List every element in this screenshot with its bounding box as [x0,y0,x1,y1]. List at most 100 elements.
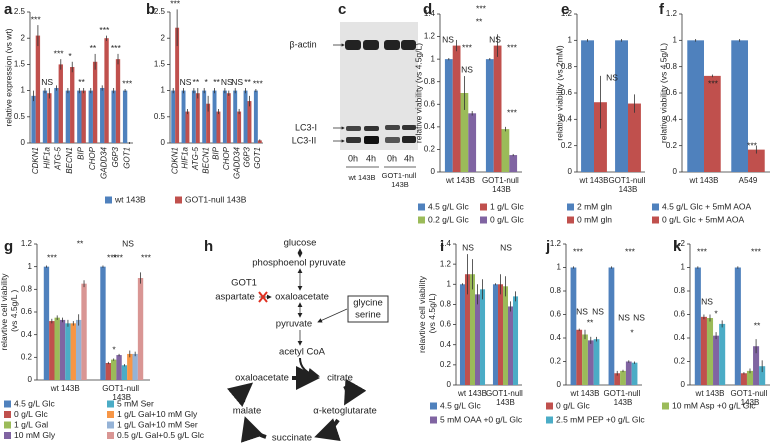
significance-label: *** [462,42,473,52]
y-tick-label: 1 [681,263,686,272]
significance-label: ** [193,77,200,87]
bar [759,366,766,385]
panel-label: h [204,238,213,255]
group-label: wt 143B [347,173,375,182]
bar [49,321,55,380]
significance-label: NS [701,296,713,306]
bar [237,111,242,143]
y-tick-label: 0.4 [550,333,562,342]
blot-label: LC3-II [292,135,317,145]
bar [243,90,248,143]
significance-label: * [714,308,718,318]
x-tick-label: CDKN1 [31,147,40,174]
panel-label: d [423,1,432,18]
significance-label: * [205,77,209,87]
legend-label: 4.5 g/L Glc [14,398,56,408]
pathway-node: acetyl CoA [279,347,326,358]
pathway-arrows [226,248,389,443]
y-tick-label: 0.2 [561,141,573,150]
y-tick-label: 0.5 [14,112,26,121]
significance-label: NS [606,72,618,82]
panel-label: g [4,238,13,255]
legend-swatch [4,421,11,429]
bar [594,102,607,172]
y-tick-label: 1.2 [674,239,686,248]
bar [480,289,486,385]
bar [753,346,760,385]
pathway-node: oxaloacetate [275,292,329,303]
bar [582,334,588,385]
x-tick-label: wt 143B [445,176,475,185]
significance-label: * [630,327,634,337]
x-tick-label: GOT1 [253,147,262,169]
bar [65,323,71,380]
significance-label: NS [231,77,243,87]
bar [171,90,176,143]
panel-label: j [545,238,550,255]
bar [694,267,701,385]
y-tick-label: 0.2 [550,357,562,366]
bar [485,59,494,173]
significance-label: *** [111,43,122,53]
bar [212,90,217,143]
y-tick-label: 1.2 [424,32,436,41]
y-tick-label: 1.2 [561,9,573,18]
bar [88,90,93,143]
legend-swatch [662,402,669,410]
lane-label: 0h [348,153,358,163]
legend-swatch [652,203,659,211]
x-tick-label: wt 143B [570,389,600,398]
pathway-node: glycine [353,298,383,309]
bar [513,296,519,385]
legend-label: GOT1-null 143B [185,194,247,204]
significance-label: *** [476,3,487,13]
y-tick-label: 1 [431,54,436,63]
y-tick-label: 1 [28,262,33,271]
lane-label: 0h [387,153,397,163]
bar [509,155,518,172]
y-tick-label: 1.5 [154,60,166,69]
bar [105,363,112,380]
x-tick-label: HIF1a [181,146,190,168]
panel-label: e [561,1,569,18]
panel-label: a [4,1,13,18]
bar [508,306,514,385]
legend-label: 5 mM OAA +0 g/L Glc [440,414,523,424]
y-tick-label: 0.4 [21,330,33,339]
legend-label: 0.5 g/L Gal+0.5 g/L Glc [117,430,205,440]
significance-label: *** [751,246,762,256]
legend-swatch [4,411,11,418]
legend-label: 2 mM gln [577,201,612,211]
x-tick-label: wt 143B [689,176,719,185]
panel-label: f [659,1,665,18]
bar [704,75,721,172]
bar [70,323,76,380]
legend-swatch [430,402,437,410]
bar [65,90,71,143]
significance-label: NS [122,238,134,248]
x-tick-label: GOT1-null 143B [482,176,521,194]
group-label: GOT1-null 143B [382,171,419,189]
legend-swatch [4,400,11,408]
y-tick-label: 0.5 [154,112,166,121]
bar [75,319,82,380]
bar [116,355,122,380]
bar [581,40,594,173]
y-tick-label: 1.2 [550,239,562,248]
legend-label: 2.5 mM PEP +0 g/L Glc [556,414,645,424]
y-tick-label: 0.6 [424,99,436,108]
bar [631,362,638,385]
x-tick-label: wt 143B [50,384,80,393]
bar [493,45,502,172]
legend-label: 0 g/L Glc [14,409,48,419]
x-tick-label: BIP [77,146,86,160]
significance-label: *** [47,252,58,262]
legend-label: 4.5 g/L Glc [428,201,470,211]
enzyme-label: GOT1 [231,278,257,289]
x-tick-label: CHOP [222,146,231,170]
bar [587,340,594,385]
significance-label: NS [500,242,512,252]
legend-label: wt 143B [114,194,146,204]
bar [615,40,628,173]
bar [195,93,200,143]
